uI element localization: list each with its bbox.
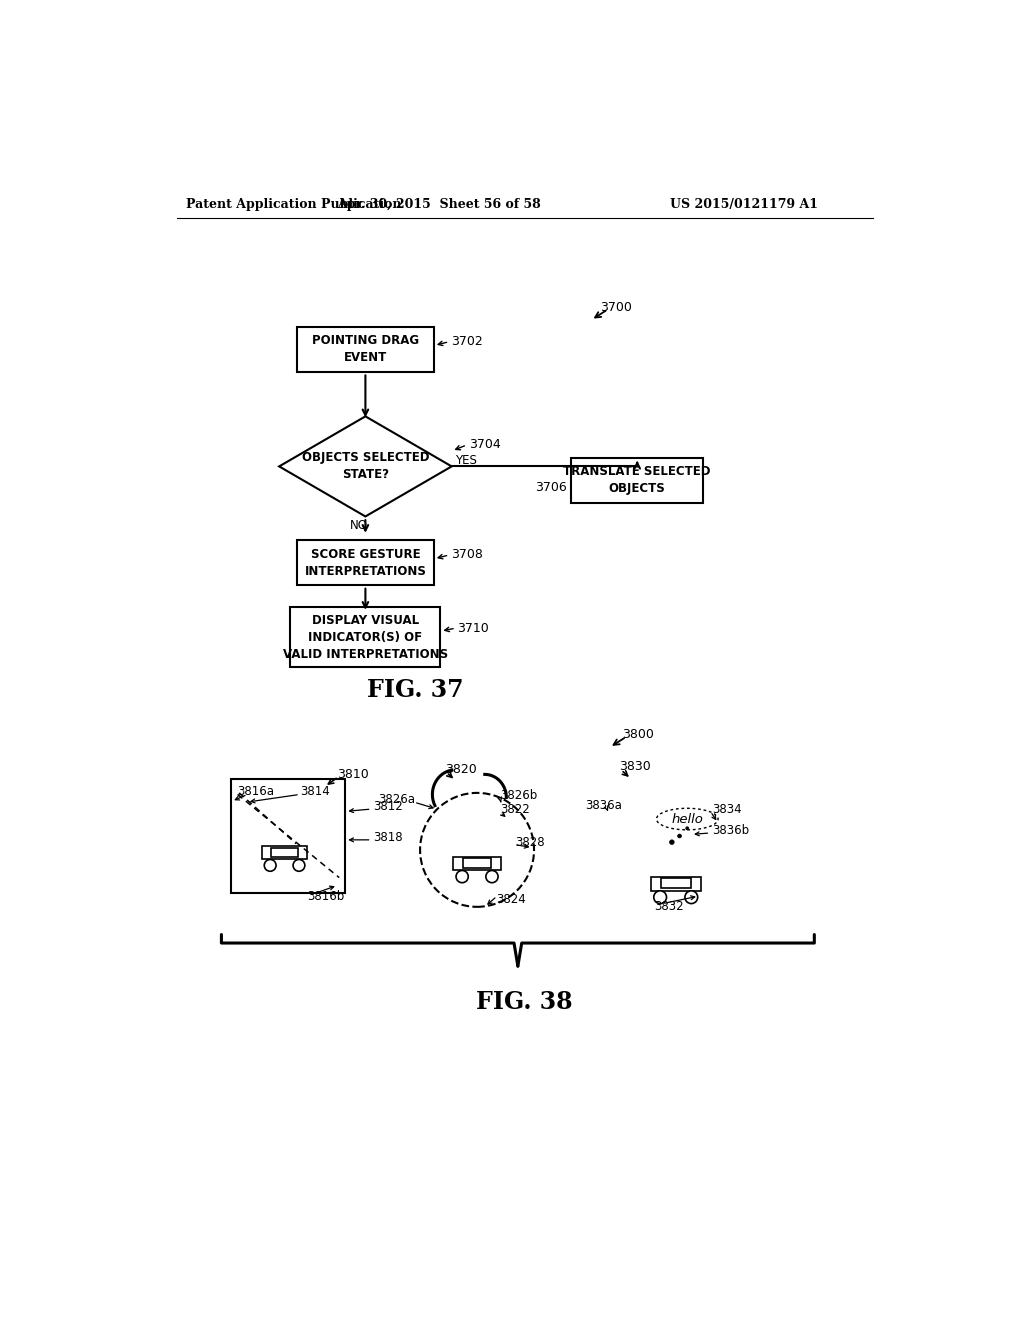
Bar <box>651 876 700 891</box>
Text: 3818: 3818 <box>373 832 402 843</box>
Bar <box>660 878 690 888</box>
Text: 3816a: 3816a <box>237 785 273 797</box>
Text: OBJECTS SELECTED
STATE?: OBJECTS SELECTED STATE? <box>302 451 429 482</box>
Text: 3702: 3702 <box>451 335 482 348</box>
Text: NO: NO <box>350 519 369 532</box>
Circle shape <box>456 870 468 883</box>
Text: POINTING DRAG
EVENT: POINTING DRAG EVENT <box>312 334 419 364</box>
Bar <box>463 858 492 869</box>
Bar <box>262 846 307 859</box>
Text: 3812: 3812 <box>373 800 402 813</box>
Text: YES: YES <box>456 454 477 467</box>
Text: FIG. 38: FIG. 38 <box>476 990 573 1014</box>
Text: hello: hello <box>672 813 703 825</box>
Text: 3836a: 3836a <box>585 799 622 812</box>
Text: 3814: 3814 <box>300 785 330 797</box>
Text: 3830: 3830 <box>620 760 651 774</box>
Text: 3834: 3834 <box>712 803 741 816</box>
Bar <box>454 857 501 870</box>
Bar <box>270 847 298 857</box>
Text: 3810: 3810 <box>337 768 369 781</box>
Circle shape <box>264 859 276 871</box>
Text: TRANSLATE SELECTED
OBJECTS: TRANSLATE SELECTED OBJECTS <box>563 465 711 495</box>
Text: US 2015/0121179 A1: US 2015/0121179 A1 <box>670 198 817 211</box>
Bar <box>297 540 434 585</box>
Bar <box>297 327 434 372</box>
Text: 3826a: 3826a <box>379 792 416 805</box>
Text: FIG. 37: FIG. 37 <box>368 677 464 702</box>
Text: 3832: 3832 <box>654 900 684 913</box>
Text: 3704: 3704 <box>469 438 501 451</box>
Text: 3824: 3824 <box>497 892 526 906</box>
Ellipse shape <box>420 793 535 907</box>
Text: 3706: 3706 <box>536 482 567 495</box>
Text: DISPLAY VISUAL
INDICATOR(S) OF
VALID INTERPRETATIONS: DISPLAY VISUAL INDICATOR(S) OF VALID INT… <box>283 614 447 661</box>
Circle shape <box>686 826 689 830</box>
Circle shape <box>670 840 674 845</box>
Polygon shape <box>280 416 452 516</box>
Text: 3836b: 3836b <box>712 824 749 837</box>
Text: 3820: 3820 <box>444 763 476 776</box>
Text: 3710: 3710 <box>458 622 489 635</box>
Text: 3826b: 3826b <box>500 789 538 803</box>
Text: 3800: 3800 <box>622 727 653 741</box>
Bar <box>231 779 345 892</box>
Text: 3822: 3822 <box>500 803 529 816</box>
Bar <box>571 458 703 503</box>
Text: 3828: 3828 <box>515 836 545 849</box>
Ellipse shape <box>656 808 718 830</box>
Text: Patent Application Publication: Patent Application Publication <box>186 198 401 211</box>
Circle shape <box>678 834 682 838</box>
Circle shape <box>293 859 305 871</box>
Circle shape <box>685 891 697 904</box>
Circle shape <box>485 870 498 883</box>
Text: Apr. 30, 2015  Sheet 56 of 58: Apr. 30, 2015 Sheet 56 of 58 <box>337 198 541 211</box>
Text: 3700: 3700 <box>600 301 632 314</box>
Text: SCORE GESTURE
INTERPRETATIONS: SCORE GESTURE INTERPRETATIONS <box>304 548 426 578</box>
Text: 3816b: 3816b <box>307 890 345 903</box>
Circle shape <box>653 891 667 904</box>
Text: 3708: 3708 <box>451 548 482 561</box>
Bar <box>291 607 440 668</box>
